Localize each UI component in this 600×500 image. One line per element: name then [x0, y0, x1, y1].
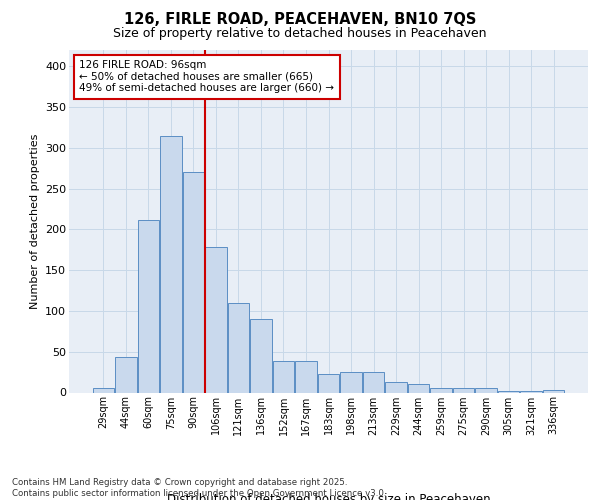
- Bar: [273, 360, 294, 392]
- Bar: [543, 390, 565, 392]
- Bar: [228, 303, 249, 392]
- Bar: [182, 172, 204, 392]
- Bar: [430, 388, 452, 392]
- Bar: [520, 391, 542, 392]
- Bar: [318, 374, 339, 392]
- Text: 126, FIRLE ROAD, PEACEHAVEN, BN10 7QS: 126, FIRLE ROAD, PEACEHAVEN, BN10 7QS: [124, 12, 476, 28]
- Bar: [250, 319, 272, 392]
- Bar: [385, 382, 407, 392]
- Text: 126 FIRLE ROAD: 96sqm
← 50% of detached houses are smaller (665)
49% of semi-det: 126 FIRLE ROAD: 96sqm ← 50% of detached …: [79, 60, 334, 94]
- Bar: [408, 384, 429, 392]
- Bar: [498, 391, 520, 392]
- Bar: [160, 136, 182, 392]
- Bar: [115, 356, 137, 392]
- Bar: [92, 388, 114, 392]
- Bar: [137, 220, 159, 392]
- Y-axis label: Number of detached properties: Number of detached properties: [29, 134, 40, 309]
- Bar: [340, 372, 362, 392]
- Text: Size of property relative to detached houses in Peacehaven: Size of property relative to detached ho…: [113, 28, 487, 40]
- Text: Contains HM Land Registry data © Crown copyright and database right 2025.
Contai: Contains HM Land Registry data © Crown c…: [12, 478, 386, 498]
- X-axis label: Distribution of detached houses by size in Peacehaven: Distribution of detached houses by size …: [167, 493, 490, 500]
- Bar: [475, 388, 497, 392]
- Bar: [453, 388, 475, 392]
- Bar: [205, 246, 227, 392]
- Bar: [295, 360, 317, 392]
- Bar: [363, 372, 384, 392]
